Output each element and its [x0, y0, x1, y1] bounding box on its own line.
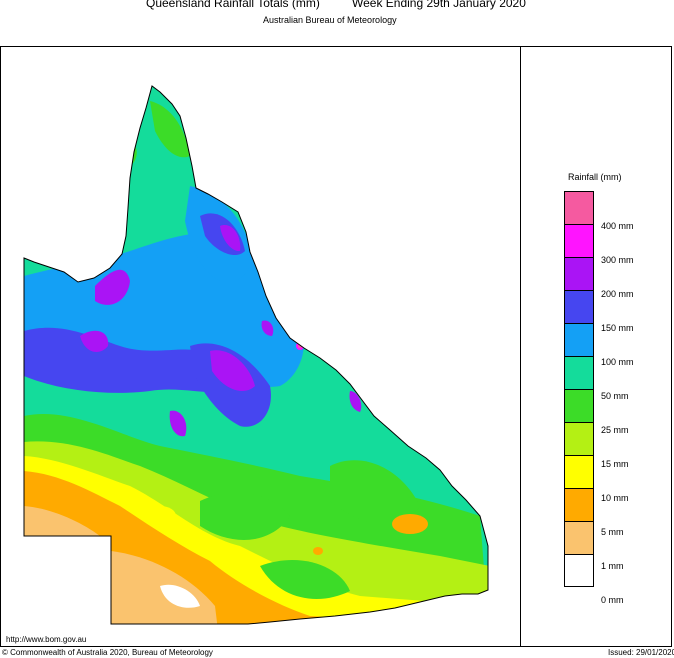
legend-label: 50 mm: [601, 391, 629, 401]
rainfall-contours: [24, 86, 488, 624]
legend-swatch: [564, 554, 594, 587]
legend-swatch: [564, 290, 594, 323]
legend-label: 400 mm: [601, 221, 634, 231]
legend-label: 25 mm: [601, 425, 629, 435]
legend-label: 15 mm: [601, 459, 629, 469]
legend-label: 0 mm: [601, 595, 624, 605]
legend-label: 200 mm: [601, 289, 634, 299]
agency-name: Australian Bureau of Meteorology: [263, 15, 397, 25]
legend-swatch: [564, 422, 594, 455]
issued-date: Issued: 29/01/2020: [608, 648, 674, 657]
legend-label: 150 mm: [601, 323, 634, 333]
legend-swatch: [564, 191, 594, 224]
legend-label: 5 mm: [601, 527, 624, 537]
map-frame: [0, 46, 672, 647]
legend-label: 10 mm: [601, 493, 629, 503]
rainfall-map: [23, 85, 489, 625]
legend-label: 1 mm: [601, 561, 624, 571]
source-url: http://www.bom.gov.au: [6, 635, 87, 644]
legend-title: Rainfall (mm): [568, 172, 622, 182]
legend-divider: [520, 46, 521, 647]
legend-swatch: [564, 488, 594, 521]
legend-colorbar: [564, 191, 594, 587]
copyright-notice: © Commonwealth of Australia 2020, Bureau…: [2, 648, 213, 657]
legend-swatch: [564, 323, 594, 356]
legend-swatch: [564, 257, 594, 290]
map-title: Queensland Rainfall Totals (mm): [146, 0, 320, 10]
state-boundary: [23, 85, 489, 625]
legend-swatch: [564, 455, 594, 488]
legend-label: 100 mm: [601, 357, 634, 367]
legend-label: 300 mm: [601, 255, 634, 265]
map-period: Week Ending 29th January 2020: [352, 0, 526, 10]
legend-swatch: [564, 356, 594, 389]
legend-swatch: [564, 521, 594, 554]
legend-swatch: [564, 389, 594, 422]
legend-swatch: [564, 224, 594, 257]
